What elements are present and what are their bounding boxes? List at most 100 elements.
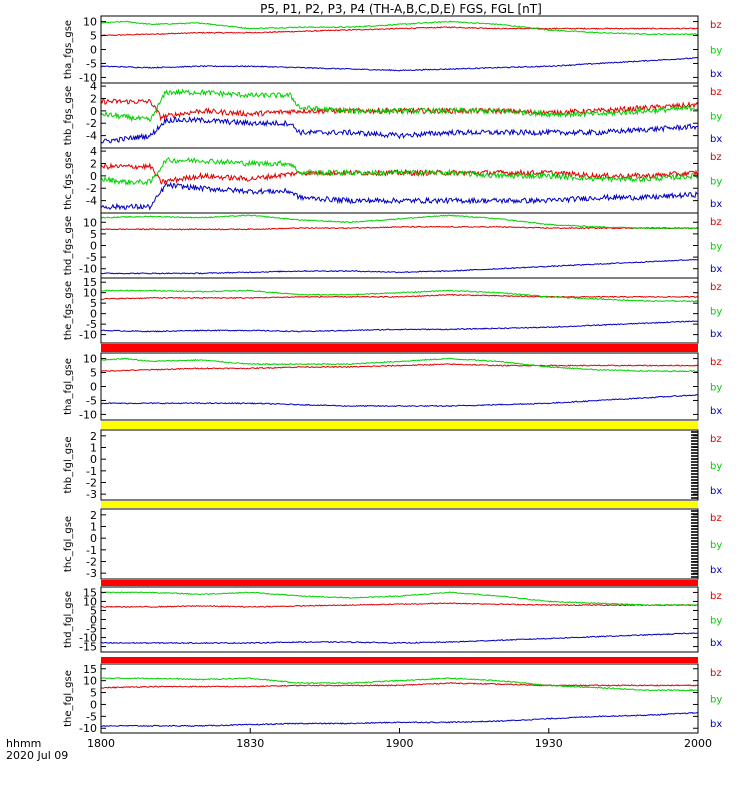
y-tick-label: 10 [83, 16, 97, 29]
y-tick-label: 5 [90, 604, 97, 617]
y-tick-label: 0 [90, 170, 97, 183]
y-tick-label: 0 [90, 532, 97, 545]
panel-frame [100, 212, 699, 279]
y-tick-label: -5 [86, 318, 97, 331]
y-axis-label: thc_fgl_gse [63, 516, 74, 572]
panel-frame [100, 352, 699, 421]
series-line-bx [100, 711, 699, 727]
y-tick-label: -3 [86, 488, 97, 501]
y-tick-label: 5 [90, 297, 97, 310]
panel-frame [100, 15, 699, 84]
legend-bx: bx [710, 486, 722, 497]
y-tick-label: 0 [90, 453, 97, 466]
y-tick-label: -2 [86, 182, 97, 195]
series-line-by [100, 88, 699, 123]
y-tick-label: 2 [90, 157, 97, 170]
x-axis-ticks: 1800 1830 1900 1930 2000 [87, 728, 712, 750]
series-line-bx [100, 181, 699, 211]
legend-bx: bx [710, 199, 722, 210]
y-tick-label: 5 [90, 687, 97, 700]
y-tick-label: 15 [83, 663, 97, 676]
y-tick-label: 0 [90, 240, 97, 253]
legend-by: by [710, 177, 722, 188]
y-tick-label: 0 [90, 698, 97, 711]
y-tick-label: -5 [86, 623, 97, 636]
legend-by: by [710, 461, 722, 472]
y-tick-label: -2 [86, 117, 97, 130]
series-line-bx [100, 116, 699, 144]
y-tick-label: -10 [79, 408, 97, 421]
legend-bx: bx [710, 565, 722, 576]
panel-frame [100, 663, 699, 734]
legend-bz: bz [710, 217, 722, 228]
legend-bz: bz [710, 668, 722, 679]
y-tick-label: -4 [86, 195, 97, 208]
y-tick-label: 1 [90, 521, 97, 534]
series-line-bz [100, 98, 699, 122]
y-tick-label: -1 [86, 544, 97, 557]
legend-by: by [710, 616, 722, 627]
y-tick-label: 0 [90, 105, 97, 118]
y-tick-label: 1 [90, 442, 97, 455]
state-bar-4 [101, 580, 698, 586]
series-line-bx [100, 320, 699, 333]
legend-by: by [710, 46, 722, 57]
y-tick-label: 2 [90, 509, 97, 522]
y-tick-label: 2 [90, 92, 97, 105]
series-line-by [100, 20, 699, 36]
legend-bz: bz [710, 282, 722, 293]
y-axis-label: tha_fgs_gse [63, 20, 74, 79]
legend-bx: bx [710, 264, 722, 275]
legend-by: by [710, 383, 722, 394]
y-tick-label: -5 [86, 710, 97, 723]
y-tick-label: 4 [90, 145, 97, 158]
y-tick-label: -10 [79, 632, 97, 645]
y-tick-label: 15 [83, 276, 97, 289]
y-tick-label: 5 [90, 367, 97, 380]
series-line-bz [100, 602, 699, 608]
legend-bx: bx [710, 638, 722, 649]
legend-bz: bz [710, 434, 722, 445]
y-tick-label: -3 [86, 567, 97, 580]
series-line-bx [101, 632, 699, 645]
legend-by: by [710, 242, 722, 253]
y-axis-label: thd_fgs_gse [63, 216, 74, 275]
legend-by: by [710, 307, 722, 318]
y-tick-label: -10 [79, 722, 97, 735]
legend-bx: bx [710, 69, 722, 80]
y-tick-label: 10 [83, 675, 97, 688]
y-tick-label: 10 [83, 216, 97, 229]
series-line-bx [100, 258, 699, 275]
y-axis-label: the_fgl_gse [63, 670, 74, 727]
y-tick-label: 0 [90, 614, 97, 627]
y-tick-label: -5 [86, 57, 97, 70]
legend-bz: bz [710, 87, 722, 98]
x-tick-label: 1830 [236, 737, 264, 750]
x-tick-label: 1900 [386, 737, 414, 750]
y-tick-label: -5 [86, 251, 97, 264]
y-tick-label: 10 [83, 353, 97, 366]
legend-bz: bz [710, 20, 722, 31]
series-line-bz [100, 26, 699, 37]
series-line-bz [100, 681, 699, 689]
y-axis-label: thc_fgs_gse [63, 151, 74, 210]
x-tick-label: 1800 [87, 737, 115, 750]
y-tick-label: -2 [86, 477, 97, 490]
x-tick-label: 1930 [535, 737, 563, 750]
state-bar-5 [101, 657, 698, 663]
y-tick-label: -2 [86, 556, 97, 569]
y-tick-label: 2 [90, 430, 97, 443]
y-tick-label: -4 [86, 130, 97, 143]
y-tick-label: 5 [90, 228, 97, 241]
y-tick-label: 15 [83, 586, 97, 599]
y-tick-label: 4 [90, 80, 97, 93]
y-tick-label: 0 [90, 308, 97, 321]
y-axis-label: thd_fgl_gse [63, 591, 74, 648]
y-tick-label: 10 [83, 287, 97, 300]
